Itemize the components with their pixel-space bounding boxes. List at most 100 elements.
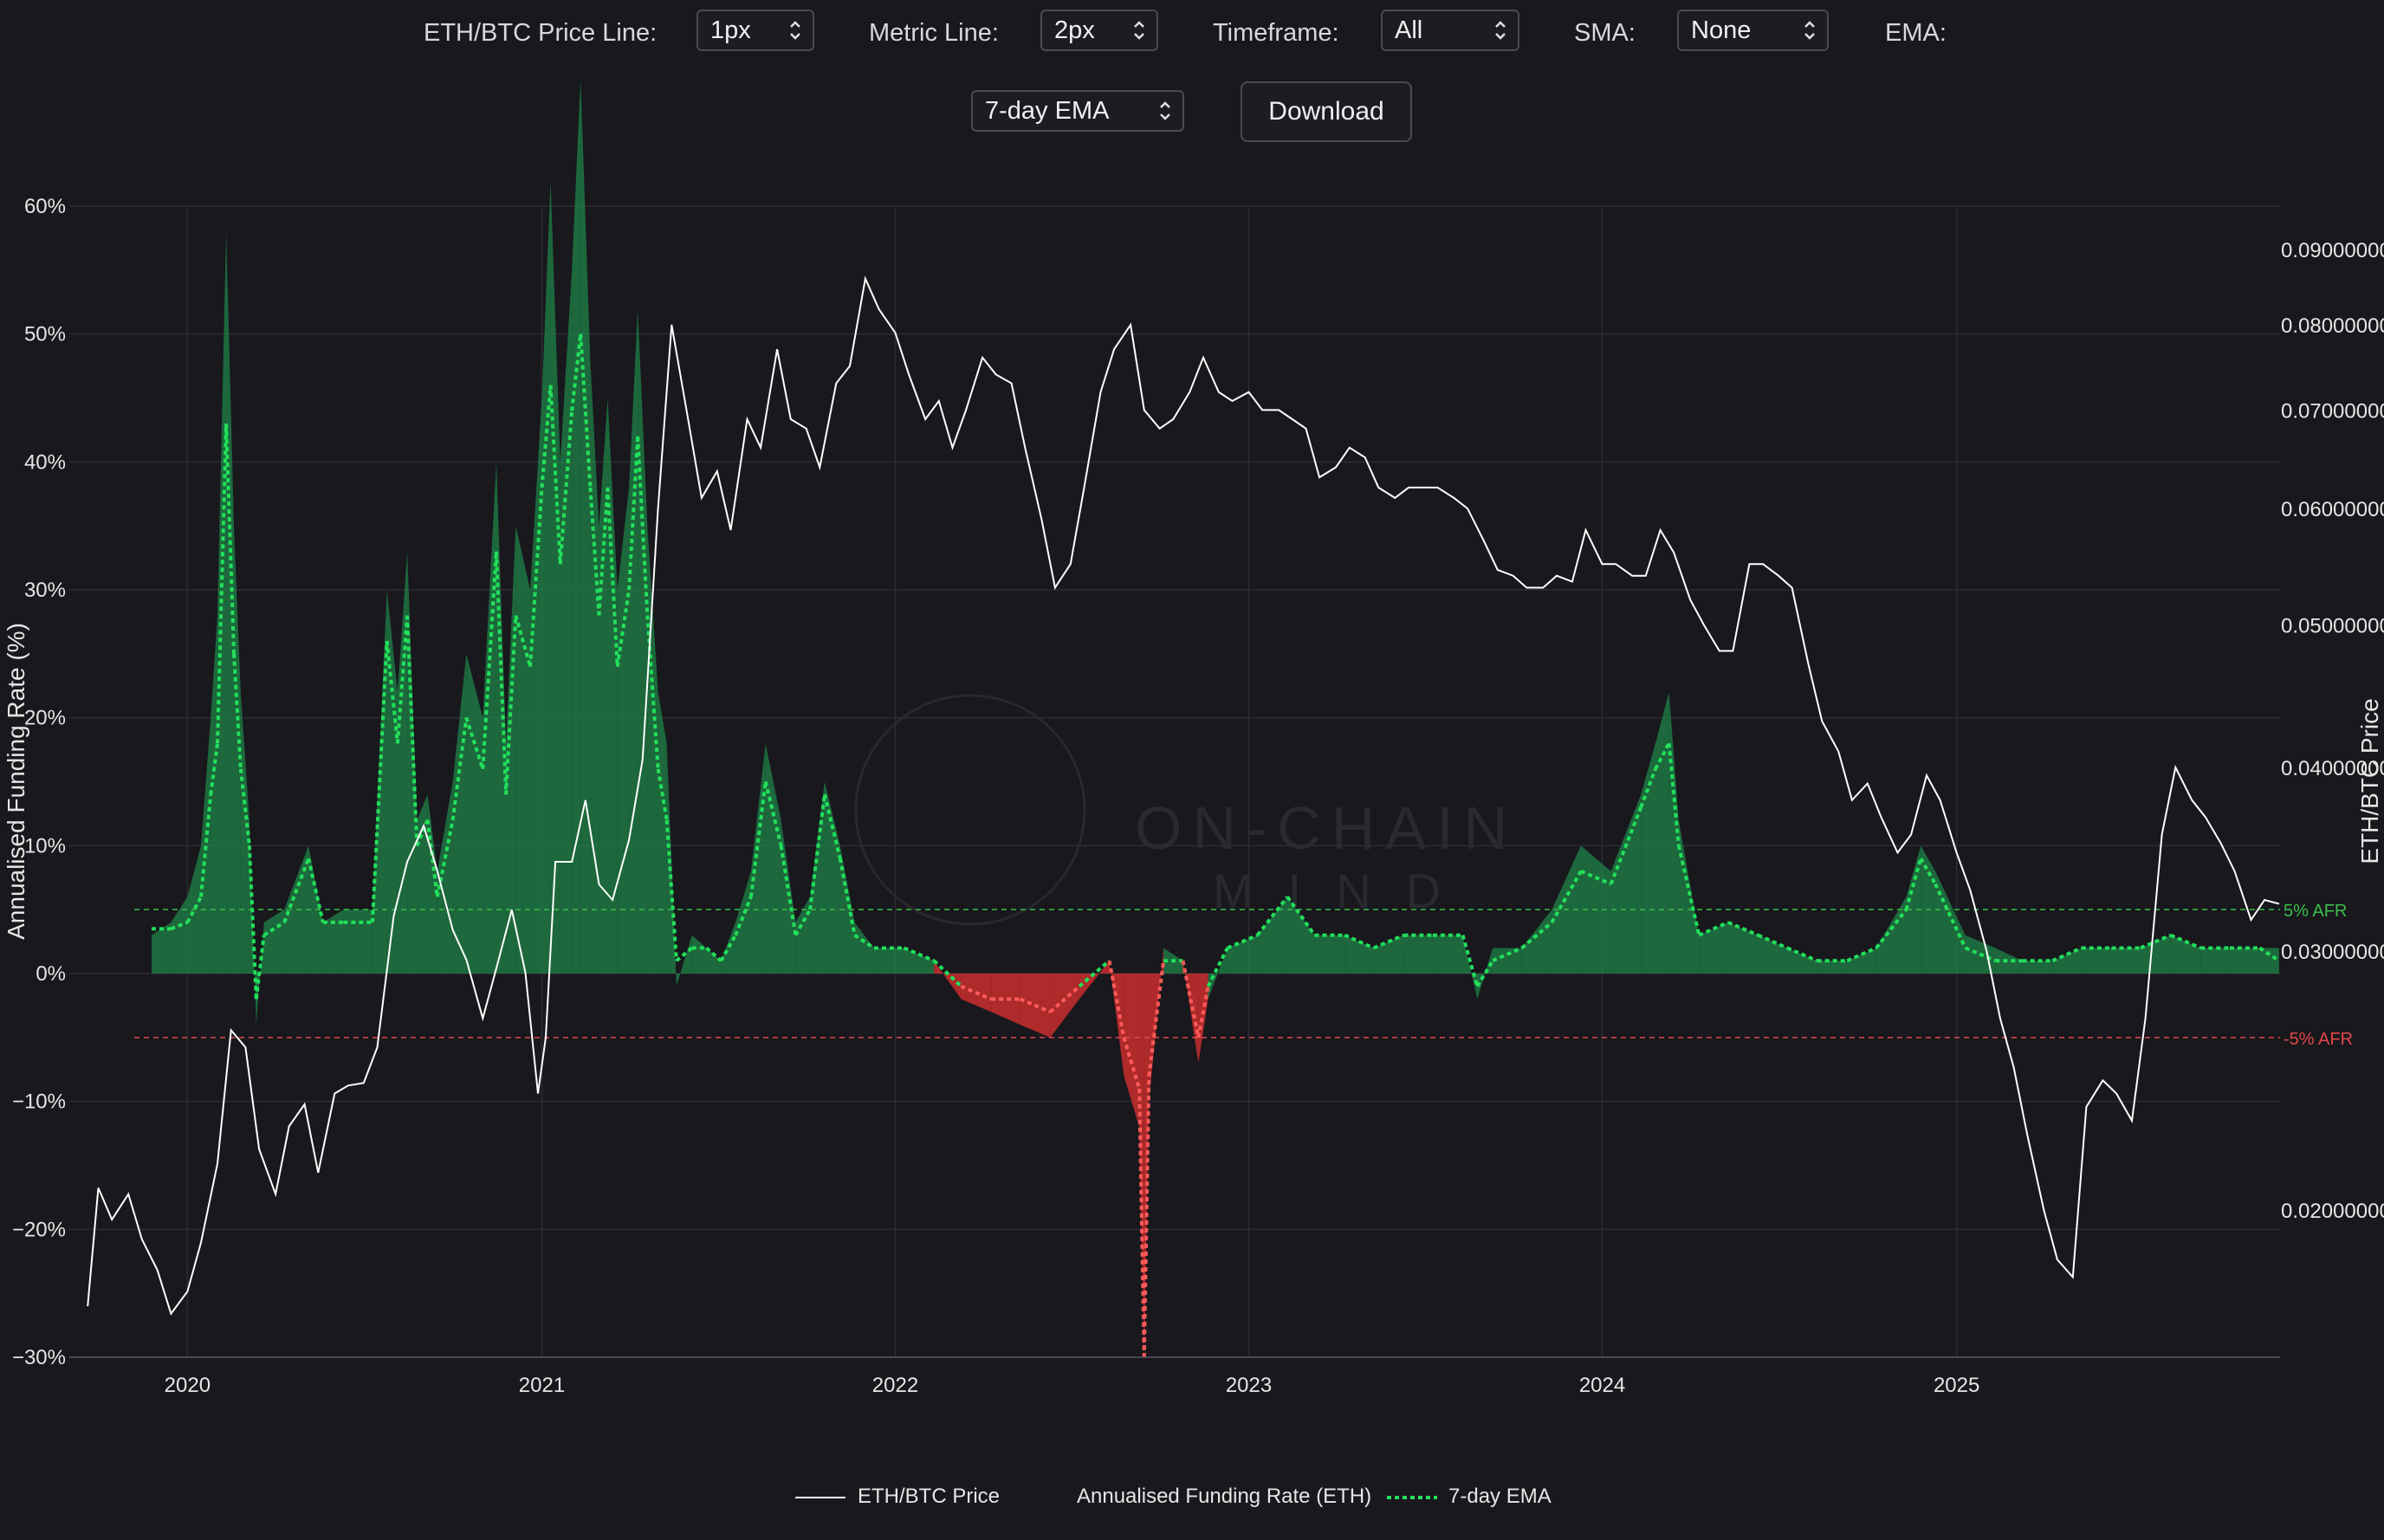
funding-area-segment <box>530 398 542 974</box>
ema-segment <box>1520 921 1553 949</box>
ema-segment <box>1107 960 1126 1039</box>
funding-area-segment <box>1493 948 1522 974</box>
funding-area-segment <box>1817 961 1848 974</box>
ema-segment <box>960 984 992 1001</box>
ema-segment <box>209 742 220 795</box>
ema-segment <box>853 934 876 950</box>
funding-area-segment <box>1124 974 1140 1128</box>
funding-area-segment <box>1758 935 1788 974</box>
ema-segment <box>1698 921 1729 937</box>
ema-select[interactable]: 7-day EMA <box>971 90 1184 132</box>
chart-controls: ETH/BTC Price Line: 1px Metric Line: 2px… <box>0 0 2384 165</box>
funding-area-segment <box>617 487 630 974</box>
funding-area-segment <box>483 462 496 974</box>
funding-area-segment <box>735 870 751 974</box>
ema-segment <box>1122 1037 1142 1090</box>
funding-area-segment <box>765 743 781 974</box>
sma-select[interactable]: None <box>1677 10 1829 51</box>
ema-segment <box>719 934 737 962</box>
y-left-tick: 60% <box>24 195 66 218</box>
funding-area-segment <box>1787 948 1817 974</box>
funding-area-segment <box>629 308 638 974</box>
funding-area-segment <box>706 948 722 974</box>
funding-area-segment <box>1641 743 1656 974</box>
y-right-tick: 0.02000000 <box>2281 1200 2384 1223</box>
ema-segment <box>734 896 753 936</box>
funding-area-segment <box>1935 870 1966 974</box>
ema-segment <box>528 487 544 667</box>
ema-segment <box>1934 883 1967 949</box>
ema-segment <box>1964 946 1997 963</box>
funding-area-segment <box>1208 948 1228 1000</box>
ema-segment <box>2051 946 2083 963</box>
ema-segment <box>2258 946 2280 962</box>
price-line-select[interactable]: 1px <box>696 10 814 51</box>
y-left-tick: −10% <box>12 1090 66 1114</box>
funding-area-segment <box>658 692 667 974</box>
funding-area-segment <box>2170 935 2201 974</box>
ema-segment <box>540 385 553 489</box>
timeframe-label: Timeframe: <box>1213 19 1339 47</box>
ema-segment <box>1137 1088 1146 1358</box>
ema-segment <box>615 589 632 667</box>
funding-area-segment <box>452 653 467 974</box>
y-right-tick: 0.03000000 <box>2281 941 2384 964</box>
ema-segment <box>579 333 593 488</box>
funding-area-segment <box>1373 935 1404 974</box>
ema-segment <box>548 385 562 565</box>
ema-segment <box>282 857 310 923</box>
funding-area-segment <box>1521 909 1552 974</box>
watermark: ON-CHAIN MIND <box>854 694 1507 926</box>
funding-area-segment <box>1182 961 1199 1064</box>
funding-area-segment <box>417 794 428 974</box>
timeframe-select[interactable]: All <box>1381 10 1519 51</box>
funding-area-segment <box>1906 845 1921 974</box>
y-left-tick: 50% <box>24 323 66 346</box>
ema-segment <box>395 615 410 744</box>
funding-area-segment <box>572 78 581 974</box>
ema-segment <box>1227 933 1259 950</box>
legend-ema[interactable]: 7-day EMA <box>1448 1485 1552 1508</box>
ema-segment <box>570 333 583 411</box>
chevron-up-down-icon <box>1495 21 1506 40</box>
y-left-tick: −20% <box>12 1218 66 1241</box>
funding-area-segment <box>1287 896 1315 974</box>
funding-area-segment <box>1678 819 1700 974</box>
funding-area-segment <box>211 615 218 974</box>
funding-area-segment <box>506 526 516 974</box>
y-left-tick: 20% <box>24 707 66 730</box>
ema-segment <box>1654 742 1671 770</box>
funding-area-segment <box>1079 961 1110 1000</box>
ema-segment <box>932 959 962 988</box>
ema-segment <box>494 551 509 795</box>
ema-segment <box>1639 768 1657 808</box>
ema-segment <box>504 615 518 795</box>
ema-segment <box>2169 933 2202 950</box>
timeframe-value: All <box>1395 16 1423 44</box>
funding-area-segment <box>1432 935 1463 974</box>
funding-area-segment <box>638 308 648 974</box>
metric-line-select[interactable]: 2px <box>1040 10 1158 51</box>
ema-segment <box>254 935 266 1000</box>
ema-segment <box>808 794 826 910</box>
chevron-up-down-icon <box>790 21 800 40</box>
ema-segment <box>903 946 936 963</box>
ema-segment <box>1667 743 1681 846</box>
ema-segment <box>748 781 768 897</box>
funding-area-segment <box>152 922 172 974</box>
chevron-up-down-icon <box>1134 21 1144 40</box>
price-line-path <box>87 275 2280 1316</box>
ema-segment <box>1846 946 1877 963</box>
ema-segment <box>216 423 229 744</box>
funding-area-segment <box>934 961 962 1000</box>
funding-area-segment <box>1727 922 1759 974</box>
y-right-title: ETH/BTC Price <box>2356 698 2383 864</box>
download-button[interactable]: Download <box>1241 81 1412 142</box>
funding-area-segment <box>1403 935 1433 974</box>
legend-funding[interactable]: Annualised Funding Rate (ETH) <box>1077 1485 1372 1508</box>
legend-price[interactable]: ETH/BTC Price <box>858 1485 1001 1508</box>
ema-segment <box>1727 921 1759 937</box>
funding-area-segment <box>2052 948 2082 974</box>
chevron-up-down-icon <box>1160 101 1170 120</box>
ema-segment <box>199 794 213 897</box>
